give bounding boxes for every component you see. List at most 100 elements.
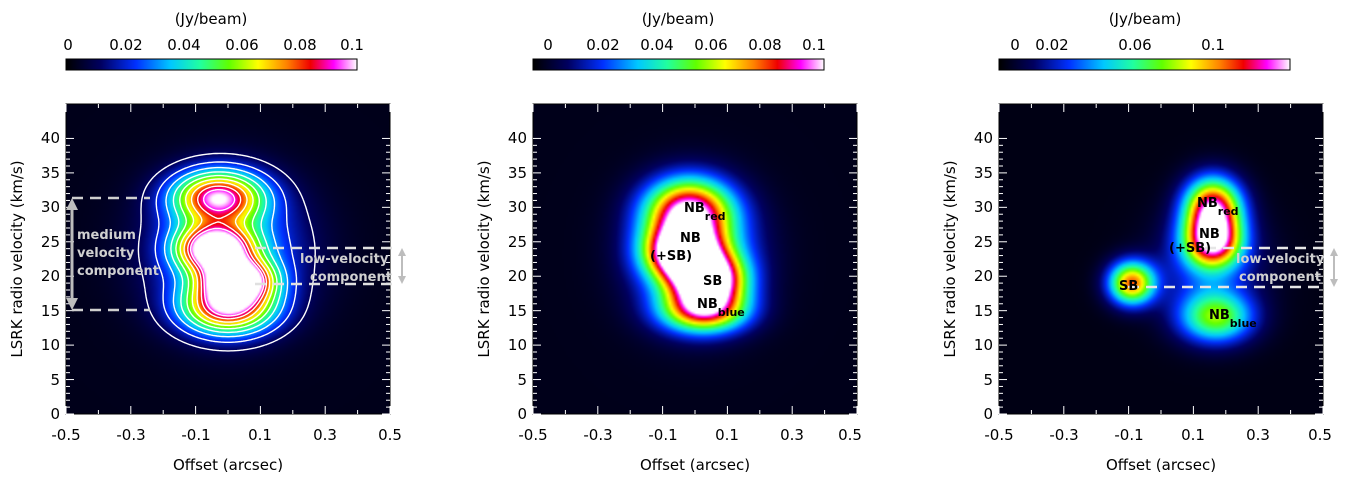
y-tick-label: 35 bbox=[41, 164, 60, 182]
y-tick-label: 0 bbox=[983, 405, 993, 423]
y-tick-label: 20 bbox=[41, 267, 60, 285]
x-tick-label: -0.3 bbox=[583, 426, 612, 444]
annotation-low-velocity: low-velocity bbox=[300, 252, 389, 267]
x-tick-label: -0.1 bbox=[648, 426, 677, 444]
contour-level bbox=[163, 166, 289, 338]
colorbar-tick: 0.02 bbox=[109, 36, 142, 54]
heatmap-image-left bbox=[66, 104, 390, 414]
y-tick-label: 35 bbox=[508, 164, 527, 182]
panel-right: (Jy/beam) 0 0.02 0.06 0.1 -0.5 -0.3 -0.1… bbox=[941, 10, 1338, 474]
y-tick-label: 10 bbox=[974, 336, 993, 354]
arrow-head-down bbox=[66, 298, 78, 310]
colorbar-tick: 0.06 bbox=[694, 36, 727, 54]
y-tick-label: 5 bbox=[517, 371, 527, 389]
y-tick-label: 10 bbox=[41, 336, 60, 354]
y-tick-label: 15 bbox=[508, 302, 527, 320]
contour-level bbox=[189, 189, 265, 317]
label-nb: NB bbox=[680, 231, 701, 246]
annotation-medium-velocity: medium bbox=[77, 228, 136, 243]
label-nb-blue: NBblue bbox=[697, 297, 745, 319]
colorbar-tick: 0.1 bbox=[340, 36, 364, 54]
colorbar-tick: 0.1 bbox=[1201, 36, 1225, 54]
annotation-low-velocity: component bbox=[1239, 270, 1321, 285]
contour-level bbox=[170, 171, 283, 334]
colorbar-middle bbox=[532, 58, 825, 71]
contour-level bbox=[137, 152, 316, 352]
x-tick-label: -0.5 bbox=[51, 426, 80, 444]
panel-left: (Jy/beam) 0 0.02 0.04 0.06 0.08 0.1 -0.5… bbox=[8, 10, 406, 474]
label-text: NB bbox=[684, 201, 705, 216]
x-tick-label: -0.5 bbox=[984, 426, 1013, 444]
contour-level bbox=[187, 185, 268, 320]
x-tick-label: 0.3 bbox=[313, 426, 337, 444]
label-subscript: red bbox=[1218, 205, 1239, 218]
y-axis-title: LSRK radio velocity (km/s) bbox=[941, 160, 959, 357]
x-tick-label: 0.5 bbox=[838, 426, 862, 444]
colorbar-tick: 0.1 bbox=[802, 36, 826, 54]
y-tick-label: 0 bbox=[50, 405, 60, 423]
colorbar-tick: 0.04 bbox=[640, 36, 673, 54]
x-tick-label: 0.3 bbox=[780, 426, 804, 444]
y-tick-label: 25 bbox=[41, 233, 60, 251]
colorbar-title: (Jy/beam) bbox=[175, 10, 248, 28]
colorbar-tick: 0 bbox=[1010, 36, 1020, 54]
x-tick-label: -0.1 bbox=[1114, 426, 1143, 444]
x-axis-title: Offset (arcsec) bbox=[640, 456, 750, 474]
colorbar-tick: 0 bbox=[63, 36, 73, 54]
y-tick-label: 40 bbox=[974, 129, 993, 147]
colorbar-tick: 0.08 bbox=[748, 36, 781, 54]
y-tick-label: 30 bbox=[974, 198, 993, 216]
label-text: NB bbox=[1197, 196, 1218, 211]
arrow-head-up bbox=[1330, 248, 1338, 256]
y-tick-label: 35 bbox=[974, 164, 993, 182]
label-nb: NB bbox=[1199, 227, 1220, 242]
y-tick-label: 15 bbox=[41, 302, 60, 320]
y-tick-label: 30 bbox=[508, 198, 527, 216]
arrow-head-up bbox=[398, 248, 406, 256]
x-tick-label: 0.5 bbox=[378, 426, 402, 444]
label-nb-red: NBred bbox=[1197, 196, 1239, 218]
x-tick-label: -0.3 bbox=[1049, 426, 1078, 444]
label-sb: SB bbox=[703, 274, 722, 289]
y-tick-label: 40 bbox=[508, 129, 527, 147]
colorbar-tick: 0 bbox=[543, 36, 553, 54]
panel-middle: (Jy/beam) 0 0.02 0.04 0.06 0.08 0.1 -0.5… bbox=[475, 10, 862, 474]
y-axis-title: LSRK radio velocity (km/s) bbox=[8, 160, 26, 357]
label-subscript: blue bbox=[718, 306, 745, 319]
annotation-medium-velocity: component bbox=[77, 264, 159, 279]
colorbar-title: (Jy/beam) bbox=[1109, 10, 1182, 28]
label-text: NB bbox=[1209, 308, 1230, 323]
axis-ticks bbox=[998, 104, 1324, 415]
y-tick-label: 25 bbox=[974, 233, 993, 251]
annotation-low-velocity: component bbox=[310, 270, 392, 285]
contour-level bbox=[179, 178, 274, 327]
colorbar-left bbox=[65, 58, 358, 71]
annotation-low-velocity: low-velocity bbox=[1236, 252, 1325, 267]
x-tick-label: 0.1 bbox=[248, 426, 272, 444]
y-tick-label: 20 bbox=[974, 267, 993, 285]
colorbar-tick: 0.06 bbox=[225, 36, 258, 54]
label-nb-red: NBred bbox=[684, 201, 726, 223]
arrow-head-up bbox=[66, 198, 78, 210]
y-tick-label: 10 bbox=[508, 336, 527, 354]
y-axis-title: LSRK radio velocity (km/s) bbox=[475, 160, 493, 357]
colorbar-tick: 0.08 bbox=[283, 36, 316, 54]
label-subscript: red bbox=[705, 210, 726, 223]
annotation-medium-velocity: velocity bbox=[77, 246, 135, 261]
contour-level bbox=[175, 174, 278, 330]
contour-lines bbox=[137, 152, 316, 352]
colorbar-tick: 0.02 bbox=[1035, 36, 1068, 54]
label-subscript: blue bbox=[1230, 317, 1257, 330]
colorbar-tick: 0.06 bbox=[1118, 36, 1151, 54]
colorbar-tick: 0.04 bbox=[167, 36, 200, 54]
heatmap-image-right bbox=[999, 104, 1323, 414]
contour-level bbox=[183, 181, 271, 323]
x-tick-label: 0.5 bbox=[1308, 426, 1332, 444]
label-plus-sb: (+SB) bbox=[1169, 241, 1211, 256]
y-tick-label: 25 bbox=[508, 233, 527, 251]
x-tick-label: 0.1 bbox=[715, 426, 739, 444]
colorbar-tick: 0.02 bbox=[586, 36, 619, 54]
x-tick-label: -0.1 bbox=[181, 426, 210, 444]
x-tick-label: -0.3 bbox=[116, 426, 145, 444]
label-text: NB bbox=[697, 297, 718, 312]
